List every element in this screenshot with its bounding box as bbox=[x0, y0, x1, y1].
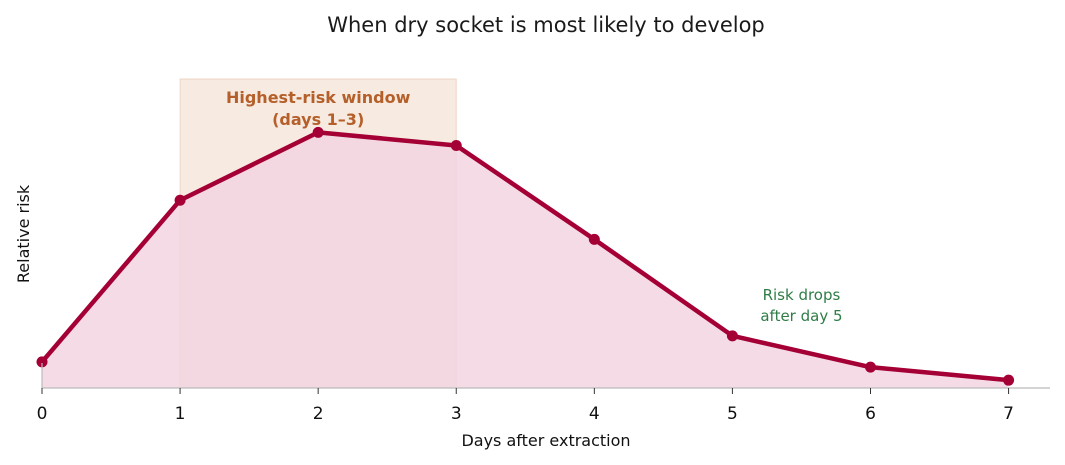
risk-point-day-0 bbox=[36, 356, 48, 368]
risk-point-day-1 bbox=[174, 194, 186, 206]
x-ticks: 0 1 2 3 4 5 6 7 bbox=[37, 388, 1014, 424]
x-tick-label-4: 4 bbox=[589, 404, 600, 424]
x-tick-label-1: 1 bbox=[175, 404, 186, 424]
x-tick-label-0: 0 bbox=[37, 404, 48, 424]
annotation-line2: after day 5 bbox=[760, 307, 842, 325]
annotation-line1: Risk drops bbox=[763, 286, 841, 304]
risk-point-day-3 bbox=[450, 139, 462, 151]
risk-points bbox=[36, 126, 1015, 386]
risk-point-day-7 bbox=[1003, 374, 1015, 386]
plot-area: 0 1 2 3 4 5 6 7 bbox=[36, 78, 1050, 424]
x-tick-label-5: 5 bbox=[727, 404, 738, 424]
window-label-line1: Highest-risk window bbox=[226, 88, 411, 107]
risk-point-day-4 bbox=[588, 233, 600, 245]
risk-point-day-2 bbox=[312, 126, 324, 138]
x-tick-label-7: 7 bbox=[1003, 404, 1014, 424]
window-label-line2: (days 1–3) bbox=[272, 110, 364, 129]
x-tick-label-6: 6 bbox=[865, 404, 876, 424]
y-axis-label: Relative risk bbox=[14, 184, 33, 283]
risk-point-day-5 bbox=[726, 330, 738, 342]
risk-area-fill bbox=[42, 132, 1009, 388]
x-axis-label: Days after extraction bbox=[461, 431, 630, 450]
x-tick-label-3: 3 bbox=[451, 404, 462, 424]
x-tick-label-2: 2 bbox=[313, 404, 324, 424]
risk-point-day-6 bbox=[864, 361, 876, 373]
chart-title: When dry socket is most likely to develo… bbox=[327, 13, 765, 37]
risk-line bbox=[40, 130, 1009, 383]
